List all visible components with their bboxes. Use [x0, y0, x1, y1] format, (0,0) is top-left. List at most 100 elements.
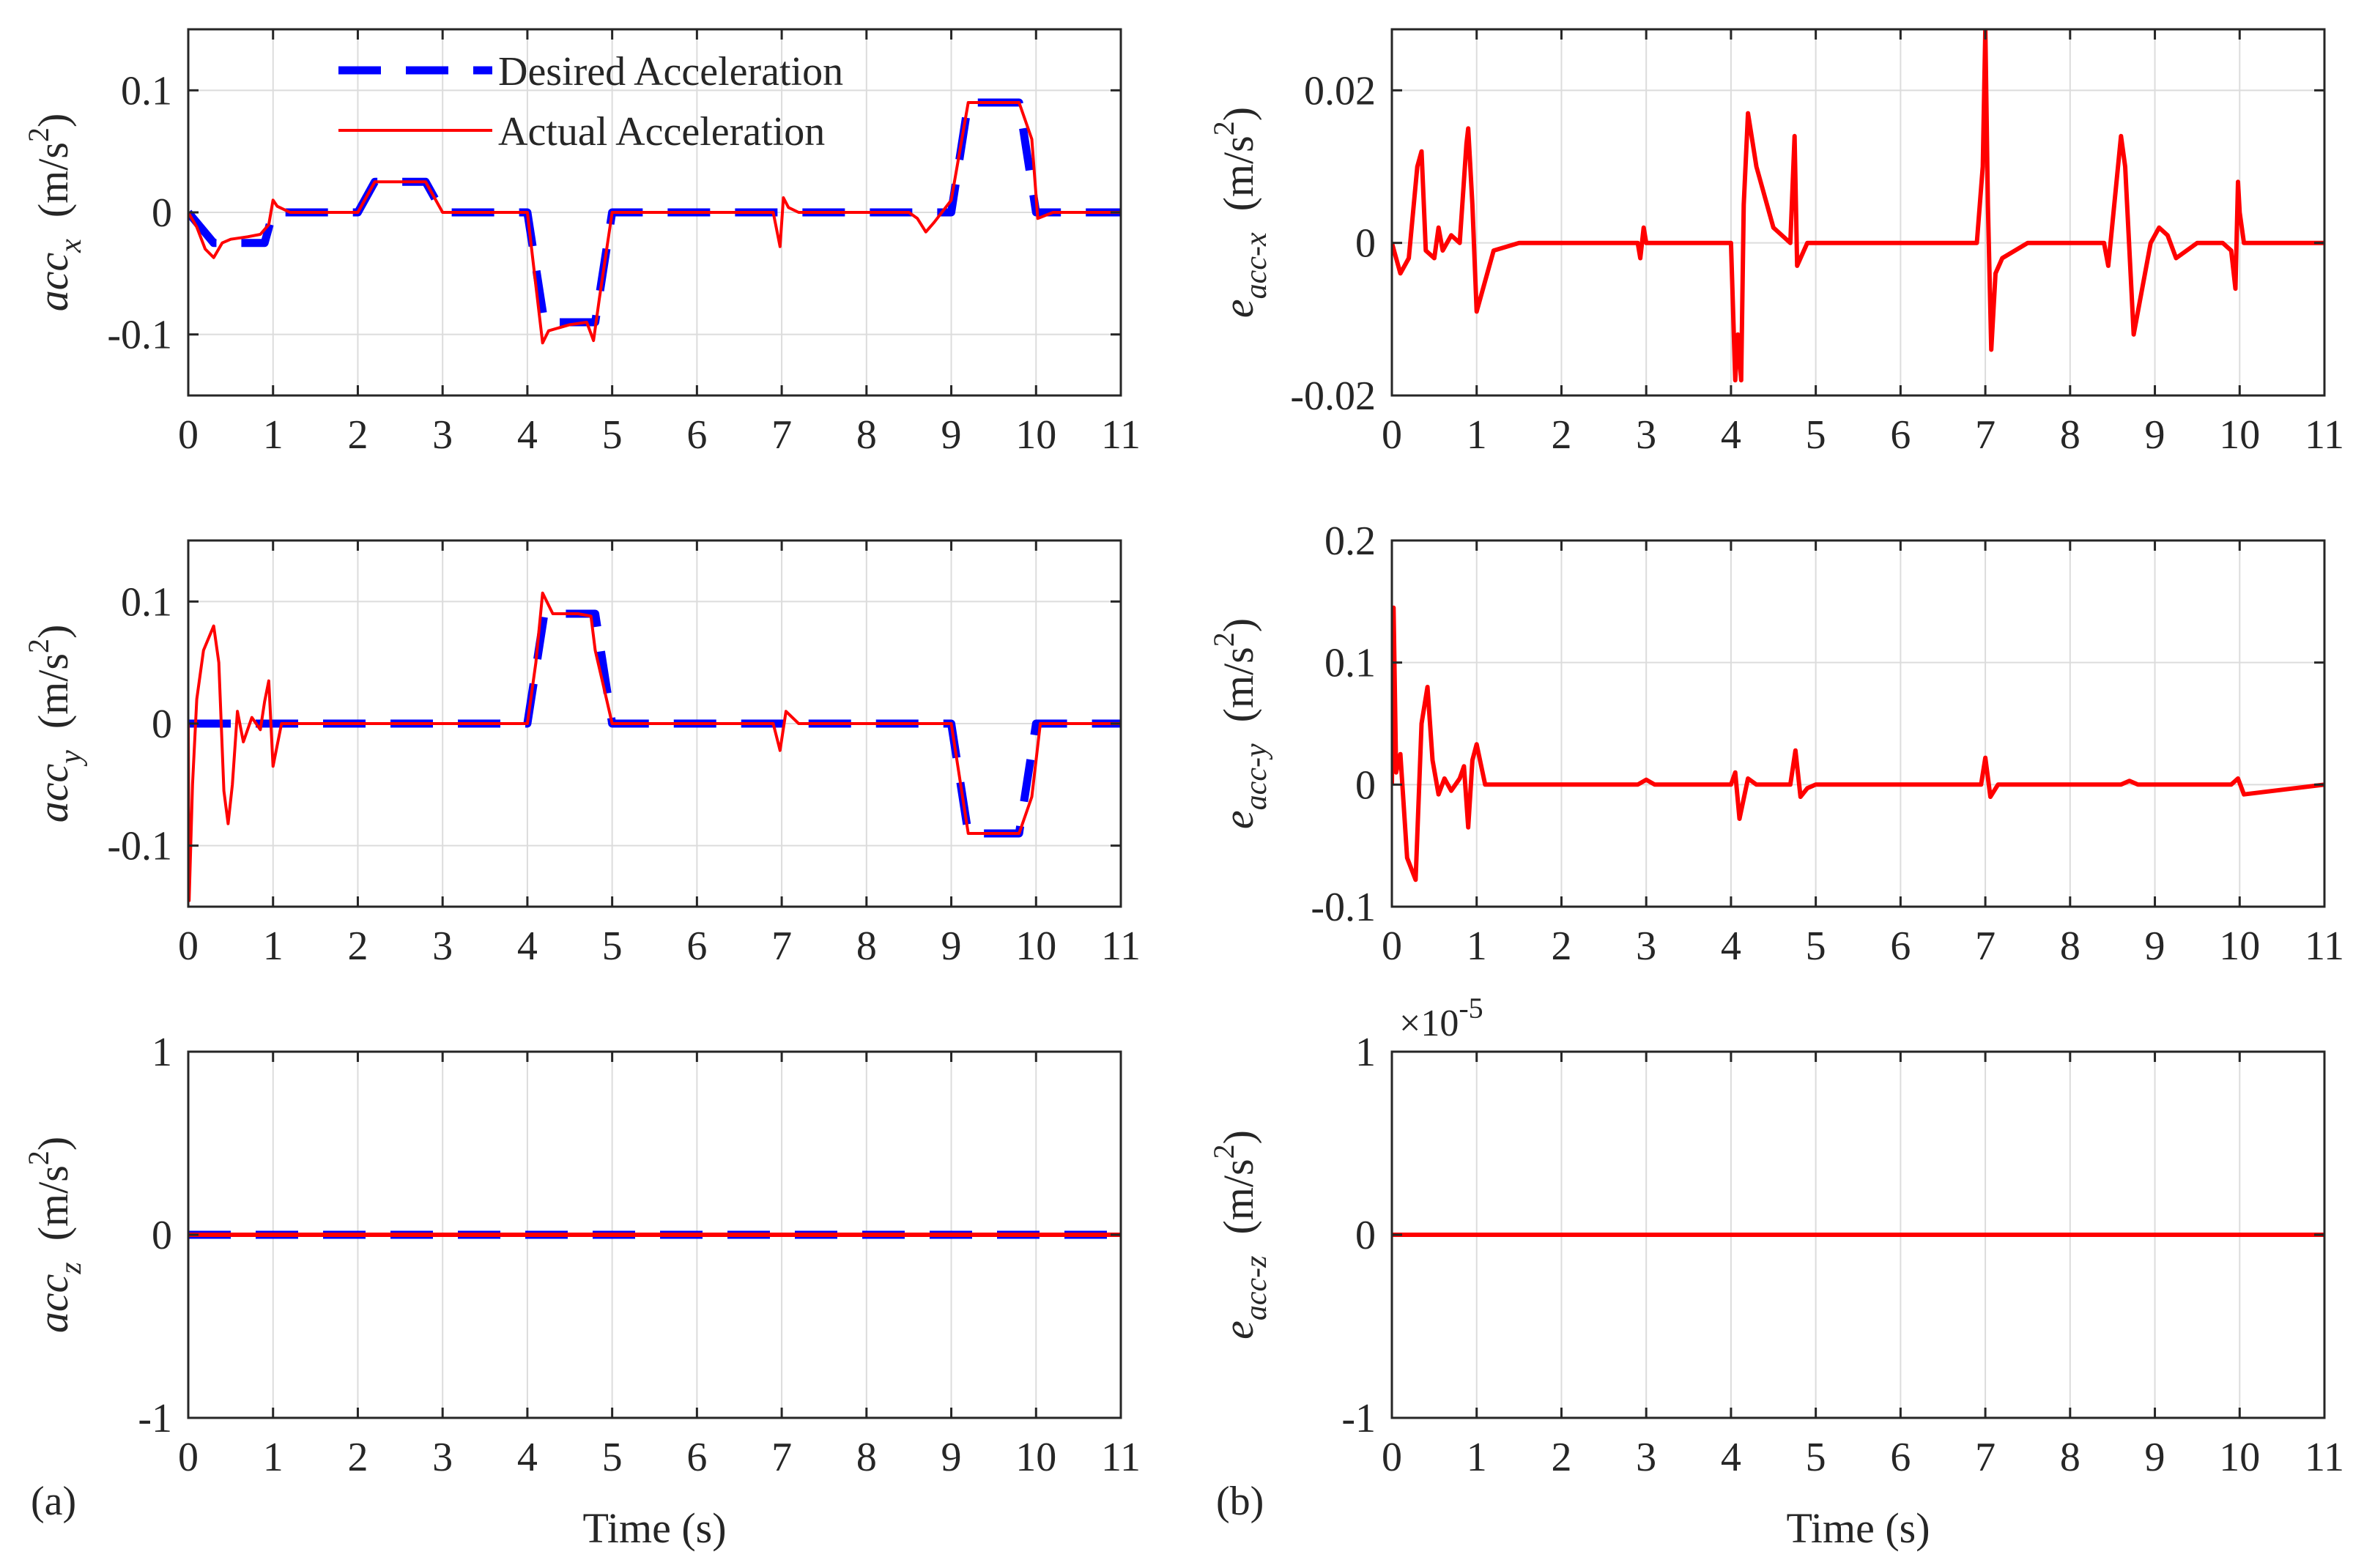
x-tick-label: 8	[856, 1435, 877, 1480]
x-tick-label: 6	[686, 924, 707, 969]
x-tick-label: 11	[1101, 1435, 1141, 1480]
x-tick-label: 5	[602, 924, 623, 969]
y-tick-label: 0	[1355, 221, 1376, 267]
y-tick-label: -0.1	[1311, 885, 1376, 930]
x-tick-label: 6	[1890, 924, 1911, 969]
x-tick-label: 5	[1806, 412, 1826, 458]
x-tick-label: 8	[2060, 1435, 2080, 1480]
exponent-label: ×10-5	[1399, 992, 1483, 1044]
legend: Desired Acceleration Actual Acceleration	[338, 49, 843, 155]
y-axis-label: eacc-x (m/s2)	[1207, 107, 1273, 318]
x-tick-label: 1	[1467, 1435, 1487, 1480]
x-tick-label: 9	[941, 412, 962, 458]
series-line-0	[188, 609, 1121, 838]
y-axis-label: accz (m/s2)	[22, 1137, 88, 1333]
x-tick-label: 11	[1101, 412, 1141, 458]
x-tick-label: 10	[2219, 924, 2260, 969]
x-tick-label: 5	[602, 1435, 623, 1480]
y-tick-label: 0.1	[1324, 641, 1376, 686]
y-tick-label: -0.02	[1290, 374, 1376, 419]
y-tick-label: -0.1	[107, 313, 172, 358]
x-tick-label: 9	[2145, 1435, 2165, 1480]
x-tick-label: 6	[1890, 1435, 1911, 1480]
x-axis-label: Time (s)	[1786, 1504, 1930, 1552]
x-tick-label: 8	[2060, 924, 2080, 969]
legend-entry-1: Actual Acceleration	[498, 109, 825, 155]
plot-area	[1392, 29, 2324, 395]
x-tick-label: 0	[178, 412, 199, 458]
x-tick-label: 3	[432, 924, 453, 969]
x-tick-label: 0	[178, 1435, 199, 1480]
x-tick-label: 0	[178, 924, 199, 969]
y-axis-label: accy (m/s2)	[22, 625, 88, 823]
panel-label-a: (a)	[31, 1479, 76, 1524]
chart-acc_x: 0 1 2 3 4 5 6 7 8 9 10 11 -0.1 0 0.1 accx (m/s2) Desired…	[22, 28, 1141, 458]
y-tick-label: 0	[1355, 762, 1376, 808]
y-axis-label: eacc-y (m/s2)	[1207, 618, 1273, 829]
series-line-1	[188, 591, 1121, 902]
x-tick-label: 11	[2305, 1435, 2344, 1480]
x-tick-label: 0	[1382, 412, 1402, 458]
x-tick-label: 9	[2145, 924, 2165, 969]
x-tick-label: 1	[263, 1435, 284, 1480]
x-tick-label: 3	[1636, 412, 1656, 458]
x-tick-label: 7	[1975, 924, 1996, 969]
x-tick-label: 6	[686, 1435, 707, 1480]
x-tick-label: 2	[1551, 924, 1571, 969]
y-tick-label: 1	[152, 1030, 172, 1075]
legend-entry-0: Desired Acceleration	[498, 49, 843, 94]
x-tick-label: 7	[1975, 412, 1996, 458]
x-tick-label: 9	[941, 924, 962, 969]
x-tick-label: 2	[1551, 412, 1571, 458]
x-tick-label: 0	[1382, 1435, 1402, 1480]
y-tick-label: 0	[152, 702, 172, 747]
x-tick-label: 8	[856, 412, 877, 458]
x-axis-label: Time (s)	[582, 1504, 726, 1552]
x-tick-label: 9	[2145, 412, 2165, 458]
y-tick-label: 0.1	[121, 579, 172, 625]
x-tick-label: 8	[856, 924, 877, 969]
x-tick-label: 3	[1636, 1435, 1656, 1480]
x-tick-label: 4	[1721, 412, 1741, 458]
x-tick-label: 6	[1890, 412, 1911, 458]
x-tick-label: 6	[686, 412, 707, 458]
x-tick-label: 3	[432, 1435, 453, 1480]
x-tick-label: 5	[602, 412, 623, 458]
y-tick-label: 0	[152, 1213, 172, 1258]
plot-area	[1392, 540, 2324, 907]
x-tick-label: 9	[941, 1435, 962, 1480]
y-tick-label: 1	[1355, 1030, 1376, 1075]
x-tick-label: 1	[1467, 412, 1487, 458]
x-tick-label: 2	[347, 924, 368, 969]
x-tick-label: 7	[1975, 1435, 1996, 1480]
x-tick-label: 11	[2305, 412, 2344, 458]
chart-acc_y: 0 1 2 3 4 5 6 7 8 9 10 11 -0.1 0 0.1 accy (m/s2)	[22, 539, 1141, 969]
y-axis-label: eacc-z (m/s2)	[1207, 1130, 1273, 1340]
series-line-0	[1392, 29, 2324, 383]
y-tick-label: 0.2	[1324, 519, 1376, 564]
x-tick-label: 10	[1015, 412, 1056, 458]
x-tick-label: 2	[1551, 1435, 1571, 1480]
axes-frame	[1390, 28, 2326, 397]
x-tick-label: 11	[2305, 924, 2344, 969]
y-axis-label: accx (m/s2)	[22, 114, 88, 312]
x-tick-label: 10	[2219, 1435, 2260, 1480]
x-tick-label: 4	[517, 1435, 538, 1480]
series-line-1	[188, 101, 1121, 345]
x-tick-label: 4	[517, 412, 538, 458]
x-tick-label: 11	[1101, 924, 1141, 969]
y-tick-label: 0	[152, 190, 172, 236]
y-tick-label: -1	[138, 1396, 172, 1441]
y-tick-label: -1	[1341, 1396, 1376, 1441]
x-tick-label: 7	[771, 1435, 792, 1480]
y-tick-label: 0	[1355, 1213, 1376, 1258]
series-line-0	[1392, 605, 2324, 883]
x-tick-label: 4	[1721, 924, 1741, 969]
y-tick-label: 0.02	[1304, 68, 1376, 114]
